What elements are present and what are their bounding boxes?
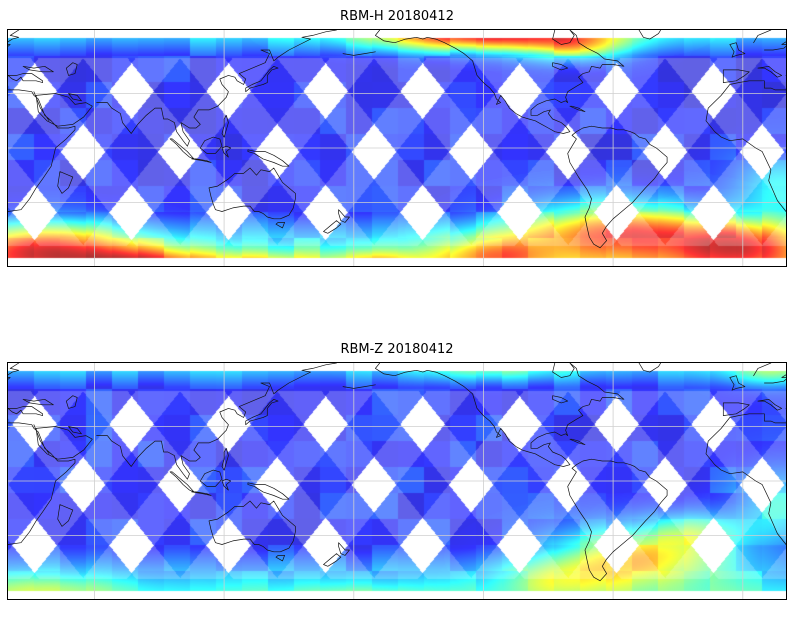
map-plot-rbm-z xyxy=(7,362,787,600)
chart-block-rbm-h: RBM-H 20180412 xyxy=(7,8,787,267)
chart-title-rbm-h: RBM-H 20180412 xyxy=(340,9,454,24)
chart-title-rbm-z: RBM-Z 20180412 xyxy=(340,342,454,357)
coastline-grid-layer-rbm-h xyxy=(8,30,786,266)
chart-block-rbm-z: RBM-Z 20180412 xyxy=(7,341,787,600)
map-plot-rbm-h xyxy=(7,29,787,267)
coastline-grid-layer-rbm-z xyxy=(8,363,786,599)
figure: RBM-H 20180412 RBM-Z 20180412 xyxy=(7,8,787,600)
